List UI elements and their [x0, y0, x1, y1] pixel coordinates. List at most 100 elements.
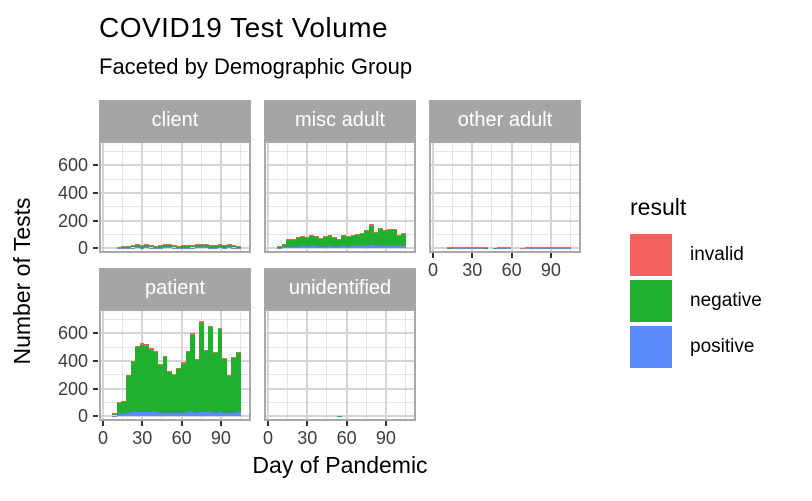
bar-segment-positive	[203, 247, 209, 249]
gridline-major-horizontal	[264, 247, 416, 250]
bar-segment-invalid	[364, 230, 370, 232]
bar-segment-positive	[194, 412, 200, 417]
bar-segment-positive	[139, 412, 145, 417]
bar-segment-invalid	[180, 362, 186, 364]
x-tick-mark	[219, 421, 222, 426]
x-tick-mark	[180, 421, 183, 426]
bar-segment-negative	[547, 247, 553, 248]
gridline-major-vertical	[102, 309, 104, 421]
legend-item-negative: negative	[630, 280, 762, 322]
gridline-minor-vertical	[491, 141, 493, 253]
bar-segment-positive	[199, 247, 205, 249]
bar-segment-invalid	[121, 400, 127, 402]
bar-segment-negative	[167, 372, 172, 414]
bar-segment-invalid	[217, 327, 223, 330]
facet-strip-misc-adult: misc adult	[264, 100, 416, 141]
bar-segment-negative	[396, 235, 402, 247]
bar-segment-negative	[121, 401, 127, 414]
bar-segment-negative	[327, 236, 333, 247]
bar-segment-negative	[194, 244, 200, 248]
gridline-major-vertical	[345, 141, 348, 253]
y-tick-mark	[93, 219, 98, 222]
gridline-major-horizontal	[264, 219, 416, 222]
bar-segment-negative	[235, 245, 241, 248]
bar-segment-positive	[208, 412, 214, 417]
x-tick-label: 0	[427, 260, 438, 280]
bar-segment-negative	[116, 402, 122, 415]
bar-segment-negative	[153, 245, 159, 248]
bar-segment-invalid	[323, 236, 328, 238]
bar-segment-negative	[538, 247, 544, 248]
bar-segment-invalid	[378, 227, 383, 229]
bar-segment-negative	[552, 246, 557, 248]
facet-strip-client: client	[99, 100, 251, 141]
bar-segment-negative	[144, 346, 149, 413]
gridline-minor-vertical	[365, 309, 367, 421]
bar-segment-positive	[332, 246, 337, 249]
bar-segment-invalid	[203, 349, 209, 352]
bar-segment-negative	[213, 245, 218, 248]
bar-segment-invalid	[162, 244, 168, 245]
bar-segment-negative	[368, 225, 374, 246]
bar-segment-invalid	[185, 350, 191, 353]
gridline-minor-horizontal	[264, 346, 416, 348]
bar-segment-negative	[533, 246, 539, 248]
y-tick-label: 200	[57, 210, 88, 231]
bar-segment-positive	[194, 247, 200, 249]
bar-segment-negative	[135, 347, 140, 413]
gridline-minor-horizontal	[99, 206, 251, 208]
legend-swatch-positive-icon	[630, 326, 672, 368]
bar-segment-invalid	[153, 350, 159, 353]
bar-segment-positive	[171, 413, 177, 417]
bar-segment-positive	[125, 412, 131, 417]
gridline-major-horizontal	[264, 415, 416, 418]
legend-item-positive: positive	[630, 326, 762, 368]
bar-segment-positive	[300, 246, 305, 249]
bar-segment-negative	[167, 244, 172, 248]
bar-segment-negative	[304, 237, 310, 247]
bar-segment-negative	[350, 236, 356, 247]
gridline-minor-vertical	[326, 141, 328, 253]
facet-strip-label: unidentified	[288, 277, 392, 299]
bar-segment-negative	[373, 232, 379, 246]
x-tick-label: 60	[336, 428, 357, 448]
bar-segment-negative	[162, 357, 168, 413]
bar-segment-negative	[180, 245, 186, 248]
bar-segment-positive	[162, 412, 168, 417]
bar-segment-invalid	[295, 237, 301, 239]
gridline-minor-vertical	[161, 141, 163, 253]
bar-segment-negative	[190, 335, 195, 413]
bar-segment-negative	[139, 245, 145, 248]
bar-segment-negative	[313, 236, 319, 247]
bar-segment-negative	[217, 329, 223, 413]
bar-segment-positive	[171, 247, 177, 249]
x-tick-mark	[141, 421, 144, 426]
bar-segment-negative	[359, 234, 365, 246]
bar-segment-positive	[396, 246, 402, 249]
x-tick-label: 90	[210, 428, 231, 448]
bar-segment-invalid	[231, 356, 237, 359]
bar-segment-positive	[309, 246, 314, 249]
gridline-major-horizontal	[99, 359, 251, 362]
bar-segment-negative	[465, 247, 470, 248]
bar-segment-negative	[565, 247, 571, 248]
gridline-minor-vertical	[365, 141, 367, 253]
facet-panel-patient	[99, 309, 251, 421]
x-tick-mark	[306, 421, 309, 426]
bar-segment-invalid	[162, 356, 168, 358]
bar-segment-positive	[336, 246, 342, 249]
gridline-major-vertical	[267, 309, 269, 421]
gridline-minor-horizontal	[264, 401, 416, 403]
bar-segment-invalid	[327, 235, 333, 237]
gridline-major-vertical	[384, 141, 387, 253]
bar-segment-positive	[387, 245, 392, 249]
gridline-minor-horizontal	[429, 233, 581, 235]
gridline-major-horizontal	[99, 219, 251, 222]
gridline-major-horizontal	[429, 191, 581, 194]
gridline-minor-vertical	[405, 141, 407, 253]
bar-segment-negative	[171, 375, 177, 414]
gridline-major-horizontal	[264, 332, 416, 335]
bar-segment-negative	[231, 358, 237, 413]
bar-segment-negative	[336, 239, 342, 247]
bar-segment-positive	[382, 245, 388, 249]
